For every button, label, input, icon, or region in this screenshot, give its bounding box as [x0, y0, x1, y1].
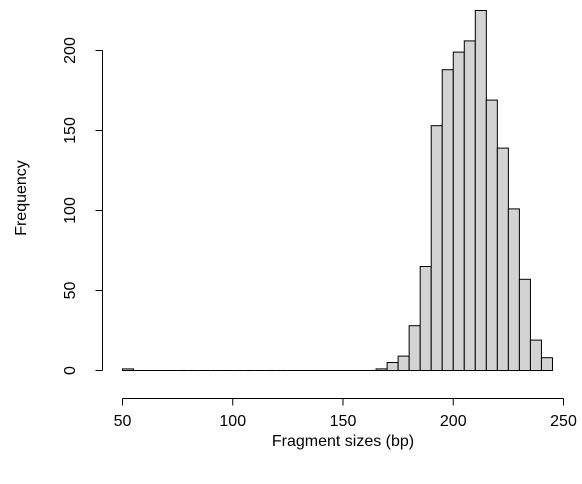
y-tick-label: 100 — [62, 197, 79, 224]
y-axis-label: Frequency — [13, 160, 30, 236]
histogram-bar — [496, 147, 509, 371]
y-axis: 0 50 100 150 200 — [62, 37, 103, 375]
histogram-bar — [386, 362, 399, 371]
x-tick-label: 50 — [114, 413, 132, 430]
y-tick-label: 50 — [62, 282, 79, 300]
histogram-bar — [518, 278, 531, 371]
histogram-bar — [507, 208, 520, 371]
histogram-bar — [452, 51, 465, 371]
x-tick-label: 150 — [330, 413, 357, 430]
x-axis-label: Fragment sizes (bp) — [272, 433, 414, 450]
histogram-bar — [430, 125, 443, 371]
histogram-bar — [122, 368, 135, 371]
x-tick-label: 100 — [219, 413, 246, 430]
histogram-bar — [408, 325, 421, 372]
y-tick-label: 150 — [62, 117, 79, 144]
histogram-bar — [441, 69, 454, 371]
y-tick-label: 0 — [62, 366, 79, 375]
histogram-bar — [397, 355, 410, 372]
histogram-bar — [485, 99, 498, 371]
histogram-bar — [375, 368, 388, 371]
x-tick-label: 200 — [440, 413, 467, 430]
y-tick-label: 200 — [62, 37, 79, 64]
x-ticks: 50 100 150 200 250 — [114, 398, 577, 430]
histogram-bar — [540, 357, 553, 372]
bars-group — [122, 10, 553, 372]
histogram-bar — [463, 40, 476, 372]
x-axis: 50 100 150 200 250 — [114, 398, 577, 430]
y-ticks: 0 50 100 150 200 — [62, 37, 103, 375]
histogram-bar — [474, 10, 487, 371]
x-tick-label: 250 — [550, 413, 577, 430]
histogram-bar — [529, 339, 542, 372]
histogram-bar — [419, 266, 432, 371]
